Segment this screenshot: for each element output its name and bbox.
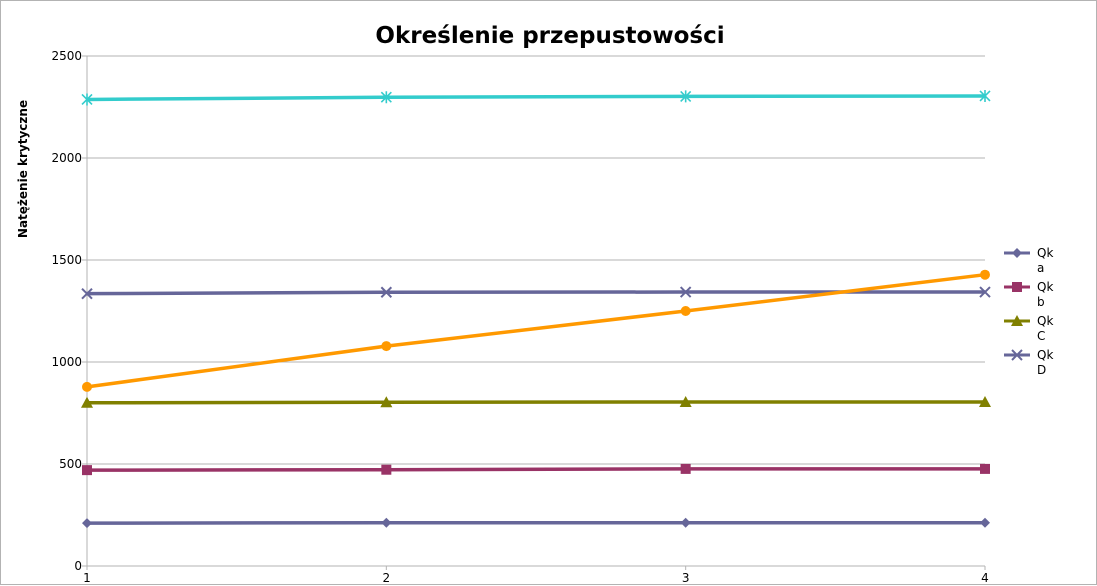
data-point [980,464,990,474]
data-point [82,465,92,475]
data-point [980,518,990,528]
series-line [87,469,985,470]
x-tick-label: 2 [383,571,391,585]
x-tick-label: 4 [981,571,989,585]
data-point [681,464,691,474]
chart-title: Określenie przepustowości [375,23,724,49]
y-tick-label: 500 [59,457,82,471]
series-3 [81,396,991,408]
data-point [681,306,691,316]
data-point [381,518,391,528]
gridlines [87,56,985,566]
y-tick-label: 1500 [51,253,82,267]
y-tick-label: 1000 [51,355,82,369]
y-axis-label: Natężenie krytyczne [16,100,30,238]
data-point [381,341,391,351]
data-point [82,518,92,528]
legend-marker [1012,248,1022,258]
series-line [87,96,985,99]
series-5 [82,270,990,392]
x-tick-label: 3 [682,571,690,585]
x-tick-label: 1 [83,571,91,585]
series-line [87,402,985,403]
y-tick-label: 2500 [51,49,82,63]
y-tick-label: 2000 [51,151,82,165]
axes: 0 500 1000 1500 2000 2500 1 2 3 4 [51,49,988,585]
series-1 [82,518,990,528]
series-group [81,90,991,528]
legend-marker [1012,282,1022,292]
data-point [381,465,391,475]
data-point [82,382,92,392]
data-point [980,270,990,280]
series-6 [82,90,990,105]
series-4 [82,287,990,299]
data-point [681,518,691,528]
series-2 [82,464,990,475]
y-tick-label: 0 [74,559,82,573]
